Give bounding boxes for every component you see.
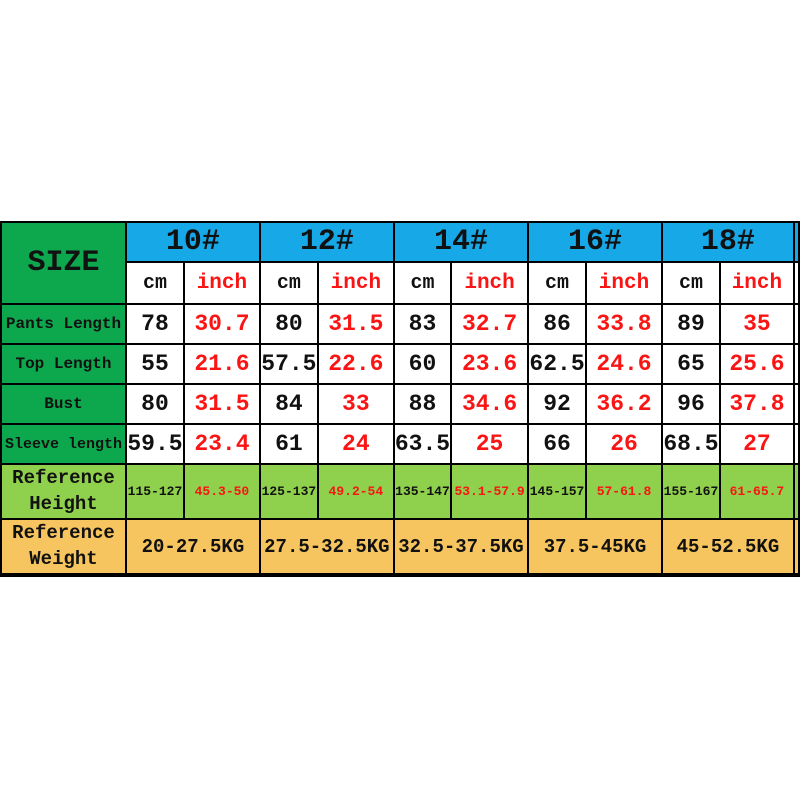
row-label-reference-weight: Reference Weight (0, 518, 127, 576)
table-row-reference-weight: Reference Weight 20-27.5KG 27.5-32.5KG 3… (0, 518, 800, 576)
cm-value-cell: 61 (258, 423, 319, 465)
height-cm-cell: 135-147 (392, 463, 453, 520)
inch-value-cell: 27 (718, 423, 795, 465)
inch-value-cell: 33.8 (585, 303, 663, 345)
cm-value-cell: 80 (124, 383, 185, 425)
height-cm-cell: 145-157 (527, 463, 588, 520)
unit-header-cm: cm (124, 261, 185, 305)
height-inch-cell: 61-65.7 (718, 463, 795, 520)
cm-value-cell: 83 (392, 303, 453, 345)
unit-header-inch: inch (316, 261, 395, 305)
height-cm-cell: 125-137 (258, 463, 319, 520)
cm-value-cell: 96 (660, 383, 721, 425)
inch-value-cell: 25 (450, 423, 530, 465)
cm-value-cell: 63.5 (392, 423, 453, 465)
cm-value-cell: 68.5 (660, 423, 721, 465)
unit-header-cm: cm (660, 261, 721, 305)
height-inch-cell: 53.1-57.9 (450, 463, 530, 520)
size-header-10: 10# (124, 221, 261, 263)
inch-value-cell: 23.6 (450, 343, 530, 385)
table-row-reference-height: Reference Height 115-127 45.3-50 125-137… (0, 463, 800, 520)
size-table: SIZE 10# 12# 14# 16# 18# cm inch cm inch… (0, 221, 800, 577)
unit-header-cm: cm (258, 261, 319, 305)
height-cm-cell: 155-167 (660, 463, 721, 520)
table-row-top-length: Top Length 55 21.6 57.5 22.6 60 23.6 62.… (0, 343, 800, 385)
inch-value-cell: 32.7 (450, 303, 530, 345)
cm-value-cell: 88 (392, 383, 453, 425)
inch-value-cell: 31.5 (182, 383, 261, 425)
height-inch-cell: 45.3-50 (182, 463, 261, 520)
height-inch-cell: 49.2-54 (316, 463, 395, 520)
inch-value-cell: 36.2 (585, 383, 663, 425)
unit-header-cm: cm (527, 261, 588, 305)
cm-value-cell: 60 (392, 343, 453, 385)
cm-value-cell: 57.5 (258, 343, 319, 385)
size-header-16: 16# (527, 221, 663, 263)
unit-header-row: cm inch cm inch cm inch cm inch cm inch (1, 261, 800, 305)
weight-value-cell: 45-52.5KG (660, 518, 795, 576)
cm-value-cell: 80 (258, 303, 319, 345)
inch-value-cell: 34.6 (450, 383, 530, 425)
cropped-column-sliver (792, 261, 800, 305)
size-header-14: 14# (392, 221, 530, 263)
table-row-pants-length: Pants Length 78 30.7 80 31.5 83 32.7 86 … (0, 303, 800, 345)
unit-header-inch: inch (182, 261, 261, 305)
size-chart-sheet: SIZE 10# 12# 14# 16# 18# cm inch cm inch… (0, 221, 800, 577)
inch-value-cell: 35 (718, 303, 795, 345)
inch-value-cell: 24.6 (585, 343, 663, 385)
cropped-column-sliver (792, 303, 800, 345)
cm-value-cell: 59.5 (124, 423, 185, 465)
weight-value-cell: 37.5-45KG (527, 518, 663, 576)
cm-value-cell: 89 (660, 303, 721, 345)
weight-value-cell: 20-27.5KG (124, 518, 261, 576)
unit-header-cm: cm (392, 261, 453, 305)
cm-value-cell: 62.5 (527, 343, 588, 385)
table-row-bust: Bust 80 31.5 84 33 88 34.6 92 36.2 96 37… (0, 383, 800, 425)
inch-value-cell: 24 (316, 423, 395, 465)
weight-value-cell: 32.5-37.5KG (392, 518, 530, 576)
cm-value-cell: 86 (527, 303, 588, 345)
inch-value-cell: 30.7 (182, 303, 261, 345)
size-header-row: SIZE 10# 12# 14# 16# 18# (0, 221, 800, 305)
size-header-12: 12# (258, 221, 395, 263)
height-inch-cell: 57-61.8 (585, 463, 663, 520)
row-label-sleeve-length: Sleeve length (0, 423, 127, 465)
cropped-column-sliver (792, 463, 800, 520)
inch-value-cell: 33 (316, 383, 395, 425)
cm-value-cell: 84 (258, 383, 319, 425)
cropped-column-sliver (792, 383, 800, 425)
inch-value-cell: 31.5 (316, 303, 395, 345)
row-label-pants-length: Pants Length (0, 303, 127, 345)
cm-value-cell: 78 (124, 303, 185, 345)
inch-value-cell: 37.8 (718, 383, 795, 425)
cm-value-cell: 66 (527, 423, 588, 465)
cropped-column-sliver (792, 343, 800, 385)
cm-value-cell: 65 (660, 343, 721, 385)
size-header-18: 18# (660, 221, 795, 263)
row-label-top-length: Top Length (0, 343, 127, 385)
weight-value-cell: 27.5-32.5KG (258, 518, 395, 576)
inch-value-cell: 26 (585, 423, 663, 465)
row-label-reference-height: Reference Height (0, 463, 127, 520)
unit-header-inch: inch (718, 261, 795, 305)
unit-header-inch: inch (450, 261, 530, 305)
cropped-column-sliver (792, 221, 800, 263)
size-corner-cell: SIZE (0, 221, 127, 305)
unit-header-inch: inch (585, 261, 663, 305)
row-label-bust: Bust (0, 383, 127, 425)
height-cm-cell: 115-127 (124, 463, 185, 520)
cropped-column-sliver (792, 518, 800, 576)
inch-value-cell: 25.6 (718, 343, 795, 385)
inch-value-cell: 22.6 (316, 343, 395, 385)
cm-value-cell: 92 (527, 383, 588, 425)
cm-value-cell: 55 (124, 343, 185, 385)
cropped-column-sliver (792, 423, 800, 465)
inch-value-cell: 23.4 (182, 423, 261, 465)
table-row-sleeve-length: Sleeve length 59.5 23.4 61 24 63.5 25 66… (0, 423, 800, 465)
inch-value-cell: 21.6 (182, 343, 261, 385)
